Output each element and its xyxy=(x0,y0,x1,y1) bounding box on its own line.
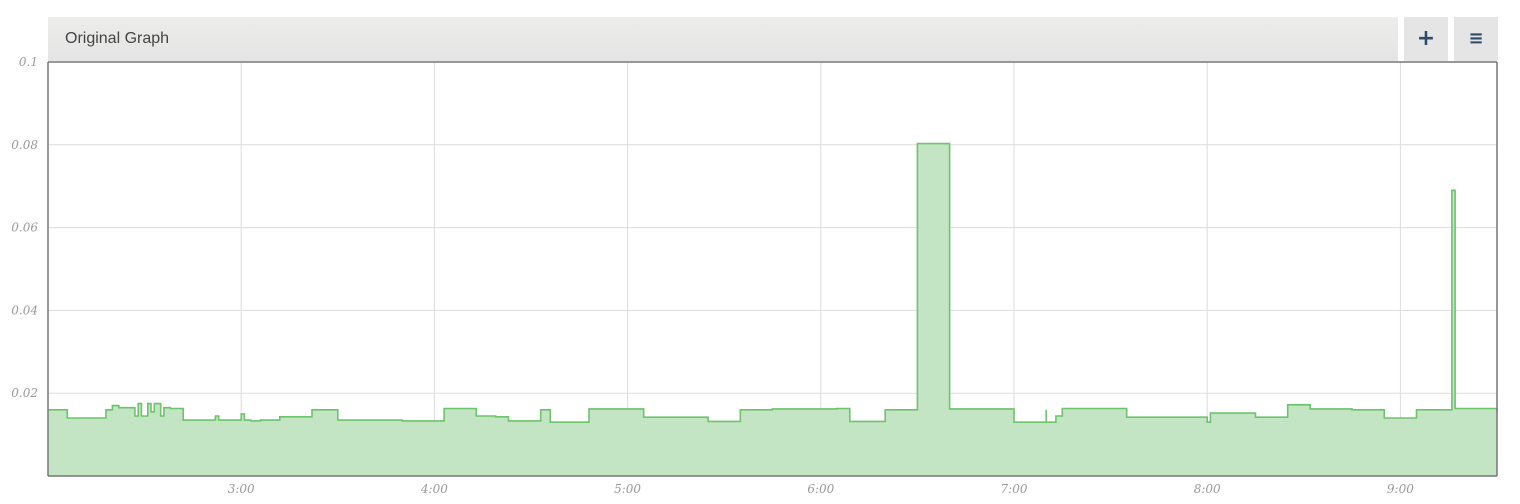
y-tick-label: 0.06 xyxy=(11,221,38,235)
x-tick-label: 8:00 xyxy=(1194,482,1221,496)
series-area xyxy=(48,144,1497,476)
y-tick-label: 0.1 xyxy=(19,55,38,69)
series-line xyxy=(48,144,1497,423)
y-tick-label: 0.02 xyxy=(11,386,38,400)
x-tick-label: 7:00 xyxy=(1001,482,1028,496)
x-tick-label: 5:00 xyxy=(614,482,641,496)
x-tick-label: 6:00 xyxy=(807,482,834,496)
series-layer xyxy=(48,144,1497,476)
x-tick-label: 9:00 xyxy=(1387,482,1414,496)
y-tick-label: 0.04 xyxy=(11,303,38,317)
y-tick-label: 0.08 xyxy=(11,138,38,152)
x-tick-label: 3:00 xyxy=(228,482,255,496)
x-tick-label: 4:00 xyxy=(420,482,448,496)
